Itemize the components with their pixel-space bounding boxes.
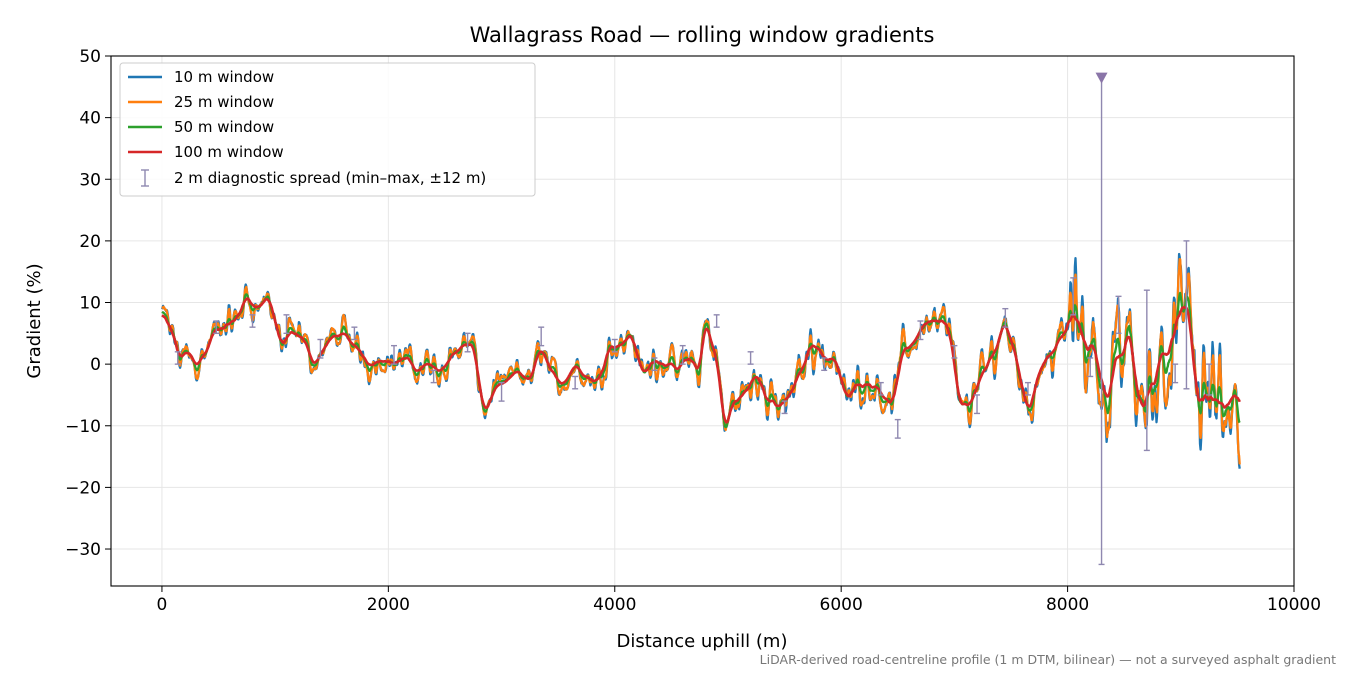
x-tick-label: 4000 [593,595,636,615]
x-tick-label: 8000 [1046,595,1089,615]
spread-layer [174,72,1213,566]
plot-frame [110,55,1295,587]
y-tick-label: −20 [65,478,101,498]
legend-label-25m: 25 m window [174,93,274,111]
legend-label-100m: 100 m window [174,143,284,161]
legend: 10 m window 25 m window 50 m window 100 m w… [119,62,536,197]
x-tick-label: 0 [157,595,168,615]
legend-label-10m: 10 m window [174,68,274,86]
x-tick-label: 6000 [820,595,863,615]
chart-footnote: LiDAR-derived road-centreline profile (1… [759,652,1336,667]
y-tick-label: 40 [79,109,101,129]
y-axis-label: Gradient (%) [24,263,45,378]
x-tick-label: 2000 [367,595,410,615]
x-tick-label: 10000 [1267,595,1321,615]
spread-outlier-marker [1095,72,1108,84]
legend-box [119,62,536,197]
y-tick-label: −30 [65,540,101,560]
series-line-100m [161,297,1241,424]
y-tick-label: 50 [79,47,101,67]
y-tick-label: −10 [65,417,101,437]
x-axis-ticks: 0 2000 4000 6000 8000 10000 [157,586,1321,615]
series-layer [160,252,1241,469]
legend-label-50m: 50 m window [174,118,274,136]
x-axis-label: Distance uphill (m) [617,631,788,652]
legend-label-spread: 2 m diagnostic spread (min–max, ±12 m) [174,169,486,187]
chart-title: Wallagrass Road — rolling window gradien… [470,23,935,47]
y-tick-label: 10 [79,294,101,314]
y-tick-label: 30 [79,170,101,190]
y-axis-ticks: −30 −20 −10 0 10 20 30 40 50 [65,47,111,560]
y-tick-label: 20 [79,232,101,252]
y-tick-label: 0 [90,355,101,375]
